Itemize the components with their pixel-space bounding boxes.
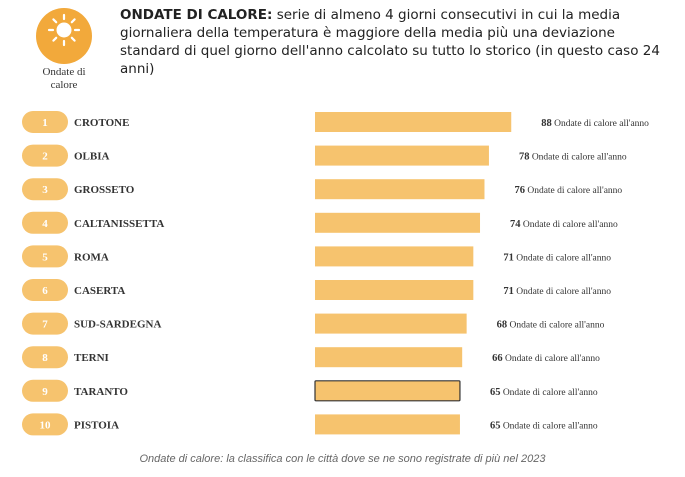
rank-number: 2 [42, 151, 48, 163]
city-label: OLBIA [74, 151, 110, 163]
rank-number: 4 [42, 218, 48, 230]
chart-caption: Ondate di calore: la classifica con le c… [139, 453, 546, 465]
value-label: 71 Ondate di calore all'anno [503, 252, 611, 263]
headline: ONDATE DI CALORE: serie di almeno 4 gior… [120, 6, 665, 78]
rank-pill [22, 178, 68, 201]
bar [315, 347, 463, 368]
rank-number: 7 [42, 319, 48, 331]
value-label: 76 Ondate di calore all'anno [514, 185, 622, 196]
rank-number: 5 [42, 251, 48, 263]
headline-text: serie di almeno 4 giorni consecutivi in … [120, 7, 660, 77]
bar [315, 414, 460, 435]
bar [315, 246, 474, 267]
bar [315, 179, 485, 200]
city-label: PISTOIA [74, 419, 119, 431]
rank-pill [22, 211, 68, 234]
bar [315, 112, 512, 132]
bar [315, 212, 481, 233]
city-label: SUD-SARDEGNA [74, 319, 161, 331]
rank-pill [22, 379, 68, 402]
logo-label: Ondate di calore [28, 66, 100, 92]
value-label: 78 Ondate di calore all'anno [519, 152, 627, 163]
value-label: 88 Ondate di calore all'anno [541, 118, 649, 129]
rank-number: 10 [40, 419, 52, 431]
rank-number: 8 [42, 352, 48, 364]
value-label: 65 Ondate di calore all'anno [490, 387, 598, 398]
value-label: 68 Ondate di calore all'anno [497, 320, 605, 331]
headline-bold: ONDATE DI CALORE: [120, 7, 273, 23]
rank-number: 1 [42, 117, 48, 129]
city-label: GROSSETO [74, 184, 135, 196]
bar [315, 280, 474, 300]
city-label: TARANTO [74, 386, 128, 398]
sun-icon [47, 13, 81, 47]
city-label: CASERTA [74, 285, 125, 297]
rank-number: 6 [42, 285, 48, 297]
rank-number: 9 [42, 386, 48, 398]
logo-label-line1: Ondate di [42, 66, 86, 78]
logo-label-line2: calore [50, 79, 78, 91]
value-label: 65 Ondate di calore all'anno [490, 420, 598, 431]
rank-pill [22, 245, 68, 268]
rank-pill [22, 279, 68, 301]
rank-pill [22, 144, 68, 167]
value-label: 66 Ondate di calore all'anno [492, 353, 600, 364]
sun-logo [36, 8, 92, 64]
rank-pill [22, 312, 68, 335]
rank-pill [22, 413, 68, 436]
bar-highlighted [314, 380, 461, 402]
rank-pill [22, 111, 68, 133]
value-label: 71 Ondate di calore all'anno [503, 286, 611, 297]
city-label: CROTONE [74, 117, 129, 129]
bar [315, 145, 489, 166]
ranking-chart: 1 CROTONE 88 Ondate di calore all'anno 2 OLB… [22, 111, 649, 436]
rank-pill [22, 346, 68, 369]
value-label: 74 Ondate di calore all'anno [510, 219, 618, 230]
city-label: TERNI [74, 352, 109, 364]
rank-number: 3 [42, 184, 48, 196]
city-label: ROMA [74, 251, 109, 263]
bar [315, 313, 467, 334]
city-label: CALTANISSETTA [74, 218, 164, 230]
